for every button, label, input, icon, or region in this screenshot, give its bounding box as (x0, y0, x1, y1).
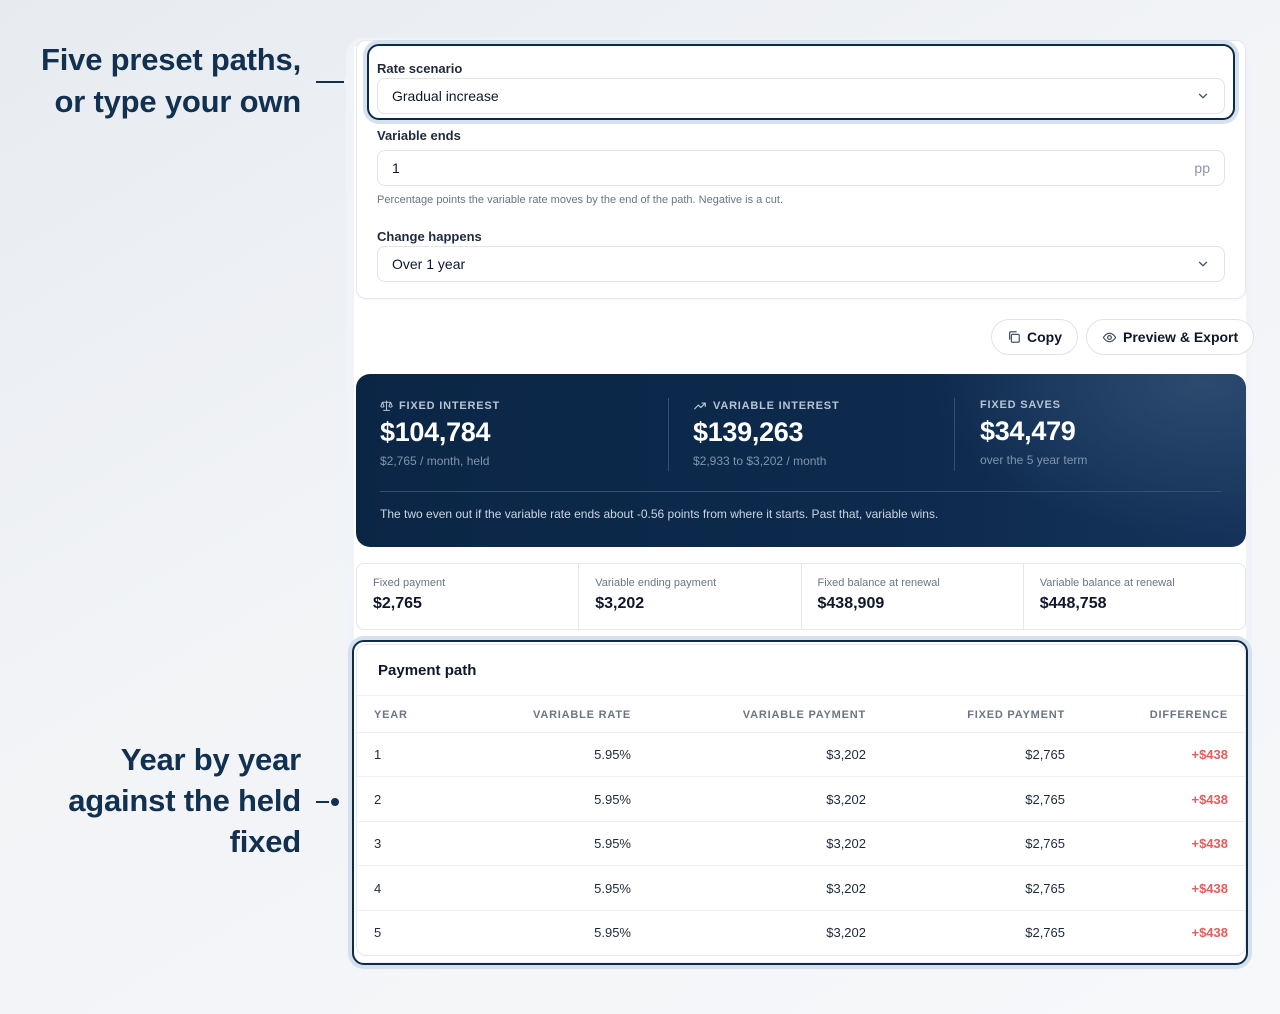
cell-fixed-payment: $2,765 (1025, 880, 1065, 896)
variable-interest-stat: VARIABLE INTEREST $139,263 $2,933 to $3,… (693, 399, 840, 469)
preview-export-button[interactable]: Preview & Export (1086, 319, 1255, 355)
stat-divider (668, 398, 669, 471)
fixed-interest-label: FIXED INTEREST (399, 399, 501, 412)
trending-up-icon (694, 402, 706, 410)
variable-ends-input[interactable]: 1 pp (377, 150, 1225, 186)
rate-scenario-select[interactable]: Gradual increase (377, 78, 1225, 114)
cell-variable-rate: 5.95% (594, 791, 631, 807)
table-title: Payment path (378, 662, 477, 679)
copy-button[interactable]: Copy (991, 319, 1078, 355)
cell-fixed-payment: $2,765 (1025, 791, 1065, 807)
copy-icon (1009, 331, 1020, 343)
cell-difference: +$438 (1191, 880, 1228, 896)
metric-label: Variable balance at renewal (1039, 577, 1175, 589)
cell-fixed-payment: $2,765 (1025, 836, 1065, 851)
cell-variable-rate: 5.95% (594, 747, 631, 762)
fixed-saves-stat: FIXED SAVES $34,479 over the 5 year term (980, 399, 1087, 467)
change-happens-label: Change happens (377, 229, 482, 244)
metric-variable-ending-payment: Variable ending payment $3,202 (579, 564, 802, 629)
metric-fixed-balance: Fixed balance at renewal $438,909 (802, 564, 1024, 629)
table-row: 1 5.95% $3,202 $2,765 +$438 (357, 733, 1245, 777)
callout-presets-line-2: or type your own (54, 84, 301, 119)
metric-label: Variable ending payment (595, 577, 717, 589)
callout-payment-path: Year by year against the held fixed (68, 739, 301, 862)
cell-difference: +$438 (1191, 747, 1228, 762)
table-row: 4 5.95% $3,202 $2,765 +$438 (357, 867, 1245, 911)
break-even-note: The two even out if the variable rate en… (380, 507, 939, 521)
fixed-interest-sub: $2,765 / month, held (380, 454, 490, 468)
scale-icon (380, 400, 393, 411)
cell-fixed-payment: $2,765 (1025, 925, 1065, 940)
payment-path-table: Payment path YEAR VARIABLE RATE VARIABLE… (356, 644, 1246, 956)
rate-scenario-label: Rate scenario (377, 61, 463, 76)
callout-presets: Five preset paths, or type your own (41, 39, 301, 123)
variable-interest-label: VARIABLE INTEREST (713, 399, 840, 412)
preview-export-label: Preview & Export (1123, 329, 1239, 345)
cell-year: 5 (374, 925, 382, 940)
callout-path-line-1: Year by year (120, 742, 302, 777)
callout-path-line-2: against the held (68, 783, 301, 818)
col-year: YEAR (374, 709, 408, 721)
cell-variable-payment: $3,202 (826, 880, 866, 896)
metric-value: $438,909 (817, 595, 885, 612)
variable-ends-value: 1 (392, 160, 400, 176)
change-happens-select[interactable]: Over 1 year (377, 246, 1225, 282)
col-fixed-payment: FIXED PAYMENT (967, 709, 1065, 721)
copy-button-label: Copy (1027, 329, 1062, 345)
variable-interest-value: $139,263 (693, 417, 804, 447)
metric-label: Fixed balance at renewal (817, 577, 940, 589)
cell-variable-rate: 5.95% (594, 836, 631, 851)
interest-summary-card: FIXED INTEREST $104,784 $2,765 / month, … (356, 374, 1246, 547)
cell-difference: +$438 (1191, 836, 1228, 851)
variable-ends-label: Variable ends (377, 128, 461, 143)
metric-fixed-payment: Fixed payment $2,765 (357, 564, 580, 629)
chevron-down-icon (1198, 261, 1208, 267)
cell-year: 4 (374, 880, 382, 896)
callout-connector-top (316, 81, 346, 83)
summary-divider (380, 491, 1222, 492)
metric-value: $448,758 (1039, 595, 1107, 612)
cell-variable-payment: $3,202 (826, 791, 866, 807)
table-row: 2 5.95% $3,202 $2,765 +$438 (357, 778, 1245, 822)
metrics-strip: Fixed payment $2,765 Variable ending pay… (356, 563, 1246, 630)
cell-difference: +$438 (1191, 791, 1228, 807)
metric-label: Fixed payment (373, 577, 446, 589)
callout-path-line-3: fixed (229, 824, 302, 859)
cell-variable-payment: $3,202 (826, 925, 866, 940)
metric-value: $3,202 (595, 595, 645, 612)
metric-variable-balance: Variable balance at renewal $448,758 (1024, 564, 1245, 629)
callout-dot-bottom (329, 796, 341, 808)
fixed-saves-sub: over the 5 year term (980, 453, 1088, 467)
fixed-interest-stat: FIXED INTEREST $104,784 $2,765 / month, … (380, 399, 501, 469)
table-row: 5 5.95% $3,202 $2,765 +$438 (357, 911, 1245, 955)
table-header: YEAR VARIABLE RATE VARIABLE PAYMENT FIXE… (357, 695, 1245, 733)
cell-year: 1 (374, 747, 382, 762)
cell-variable-payment: $3,202 (826, 836, 866, 851)
cell-year: 2 (374, 791, 382, 807)
eye-icon (1102, 332, 1117, 342)
cell-variable-rate: 5.95% (594, 880, 631, 896)
metric-value: $2,765 (373, 595, 422, 612)
stat-divider (954, 398, 955, 471)
cell-year: 3 (374, 836, 382, 851)
fixed-saves-label: FIXED SAVES (980, 399, 1061, 411)
variable-ends-help: Percentage points the variable rate move… (377, 194, 784, 206)
variable-ends-unit: pp (1194, 160, 1210, 176)
change-happens-value: Over 1 year (392, 256, 466, 272)
callout-presets-line-1: Five preset paths, (41, 42, 301, 77)
cell-variable-rate: 5.95% (594, 925, 631, 940)
rate-scenario-value: Gradual increase (392, 88, 499, 104)
cell-variable-payment: $3,202 (826, 747, 866, 762)
callout-connector-bottom (316, 801, 330, 803)
col-difference: DIFFERENCE (1149, 709, 1228, 721)
col-variable-payment: VARIABLE PAYMENT (742, 709, 866, 721)
fixed-interest-value: $104,784 (380, 417, 491, 447)
fixed-saves-value: $34,479 (980, 416, 1076, 446)
chevron-down-icon (1198, 93, 1208, 99)
variable-interest-sub: $2,933 to $3,202 / month (693, 454, 827, 468)
cell-difference: +$438 (1191, 925, 1228, 940)
table-row: 3 5.95% $3,202 $2,765 +$438 (357, 822, 1245, 866)
col-variable-rate: VARIABLE RATE (533, 709, 631, 721)
cell-fixed-payment: $2,765 (1025, 747, 1065, 762)
